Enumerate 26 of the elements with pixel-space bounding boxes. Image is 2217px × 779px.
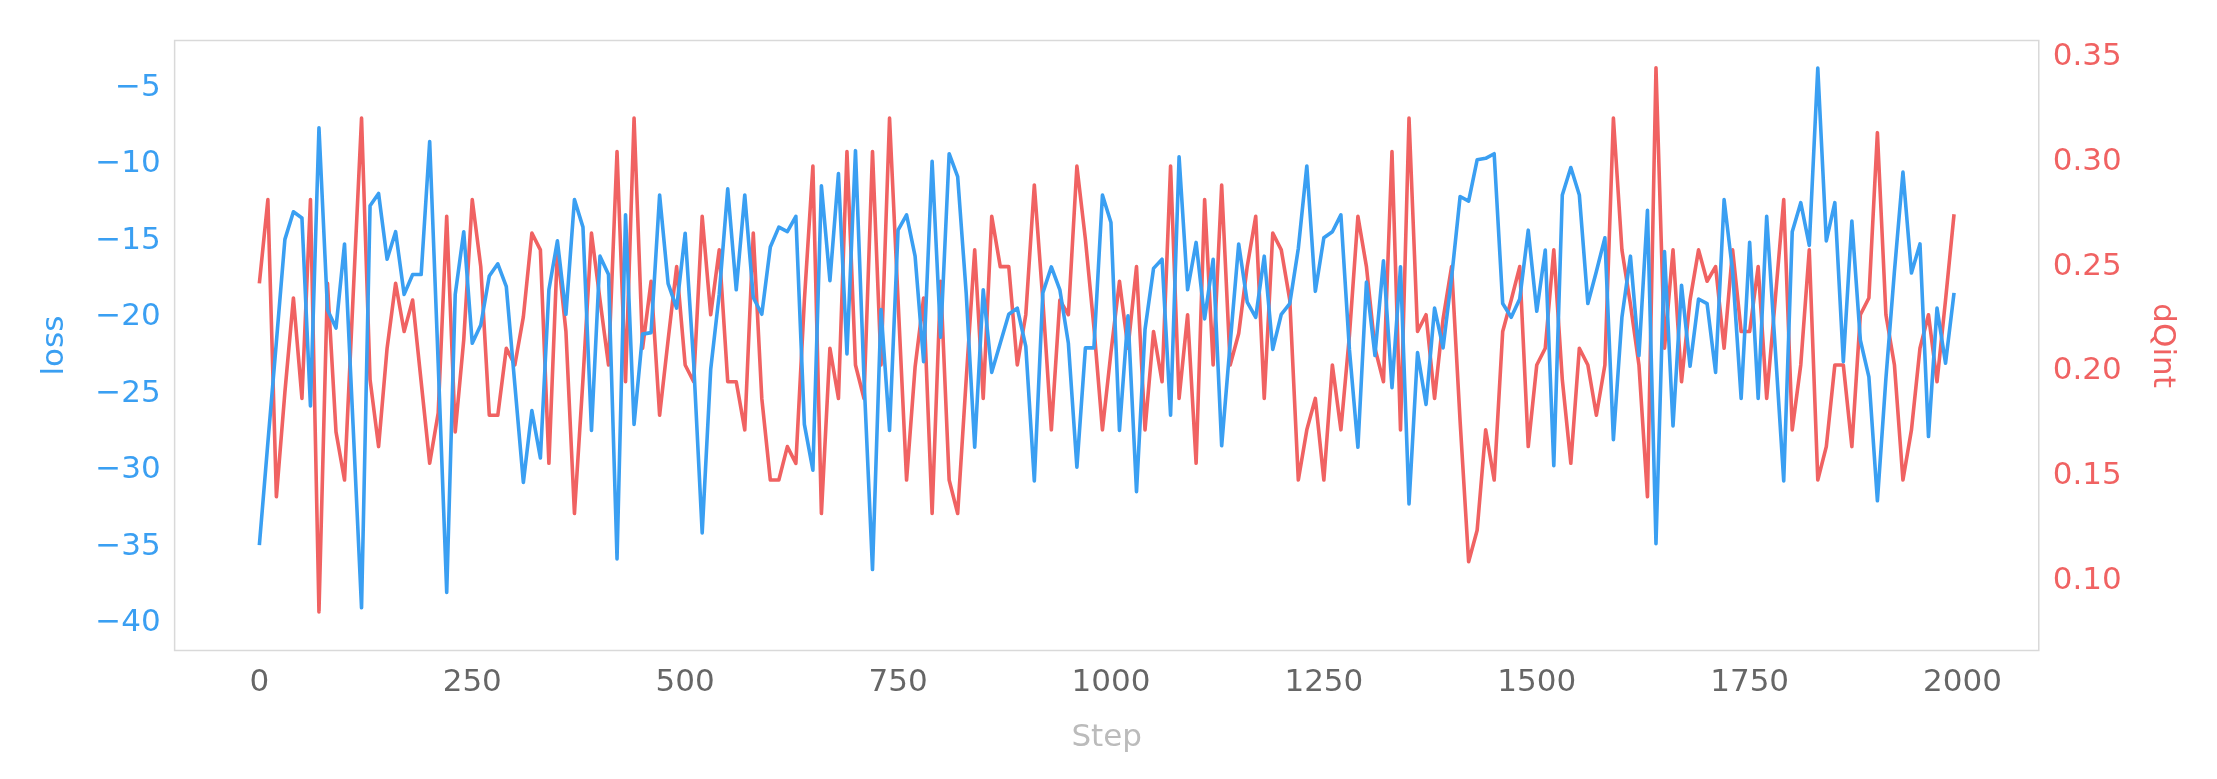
y2-tick-label: 0.15 [2052,454,2122,491]
x-tick-label: 1500 [1497,662,1577,699]
y-tick-label: −40 [95,602,161,639]
y2-tick-label: 0.30 [2052,141,2122,178]
y2-tick-label: 0.35 [2052,36,2122,73]
y-tick-label: −35 [95,525,161,562]
y2-tick-label: 0.20 [2052,350,2122,387]
x-tick-label: 1750 [1710,662,1790,699]
x-tick-label: 1000 [1071,662,1151,699]
y2-tick-label: 0.25 [2052,245,2122,282]
x-tick-label: 750 [868,662,928,699]
y-axis-title: loss [33,315,70,376]
x-tick-label: 250 [442,662,502,699]
y-tick-label: −20 [95,296,161,333]
y2-axis-title: dQint [2147,303,2184,388]
y-tick-label: −30 [95,449,161,486]
x-tick-label: 2000 [1923,662,2003,699]
y-tick-label: −15 [95,219,161,256]
x-tick-label: 1250 [1284,662,1364,699]
y-tick-label: −25 [95,372,161,409]
x-tick-label: 500 [655,662,715,699]
x-axis-title: Step [1071,717,1142,754]
y-tick-label: −5 [114,67,161,104]
y2-tick-label: 0.10 [2052,559,2122,596]
y-tick-label: −10 [95,143,161,180]
x-tick-label: 0 [249,662,270,699]
